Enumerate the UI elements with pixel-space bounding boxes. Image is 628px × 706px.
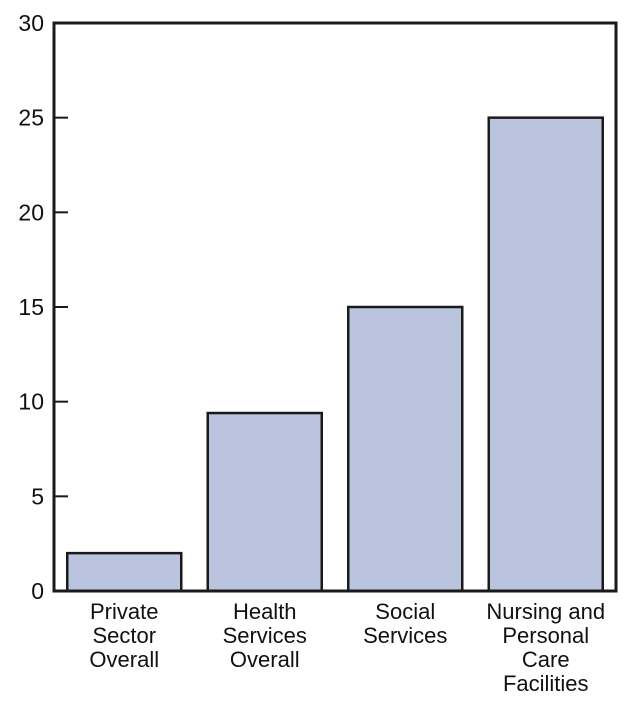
x-category-label-line: Nursing and xyxy=(486,599,605,624)
bar-1 xyxy=(206,411,323,593)
x-category-label-line: Overall xyxy=(230,647,300,672)
x-category-label-line: Services xyxy=(363,623,447,648)
y-tick-label: 0 xyxy=(31,578,44,604)
x-category-label-line: Health xyxy=(233,599,297,624)
y-tick-label: 30 xyxy=(18,10,44,36)
x-category-label-line: Sector xyxy=(92,623,156,648)
x-category-label-line: Private xyxy=(90,599,158,624)
bar-0 xyxy=(66,551,183,593)
x-category-label-1: Health Services Overall xyxy=(223,599,307,672)
bar-3 xyxy=(487,116,604,593)
x-category-label-2: Social Services xyxy=(363,599,447,648)
x-category-label-line: Care xyxy=(522,647,570,672)
x-category-label-line: Facilities xyxy=(503,671,589,696)
y-tick-label: 20 xyxy=(18,199,44,225)
y-tick-label: 25 xyxy=(18,105,44,131)
y-tick-label: 15 xyxy=(18,294,44,320)
y-tick-label: 5 xyxy=(31,483,44,509)
x-category-label-3: Nursing and Personal Care Facilities xyxy=(486,599,605,696)
x-category-label-line: Personal xyxy=(502,623,589,648)
y-tick-label: 10 xyxy=(18,389,44,415)
x-category-label-0: Private Sector Overall xyxy=(89,599,159,672)
x-category-label-line: Services xyxy=(223,623,307,648)
plot-frame xyxy=(52,21,618,593)
x-category-label-line: Social xyxy=(375,599,435,624)
bars xyxy=(66,116,604,593)
bar-2 xyxy=(347,305,464,593)
y-axis-ticks: 0 5 10 15 20 25 30 xyxy=(18,10,68,604)
x-category-label-line: Overall xyxy=(89,647,159,672)
